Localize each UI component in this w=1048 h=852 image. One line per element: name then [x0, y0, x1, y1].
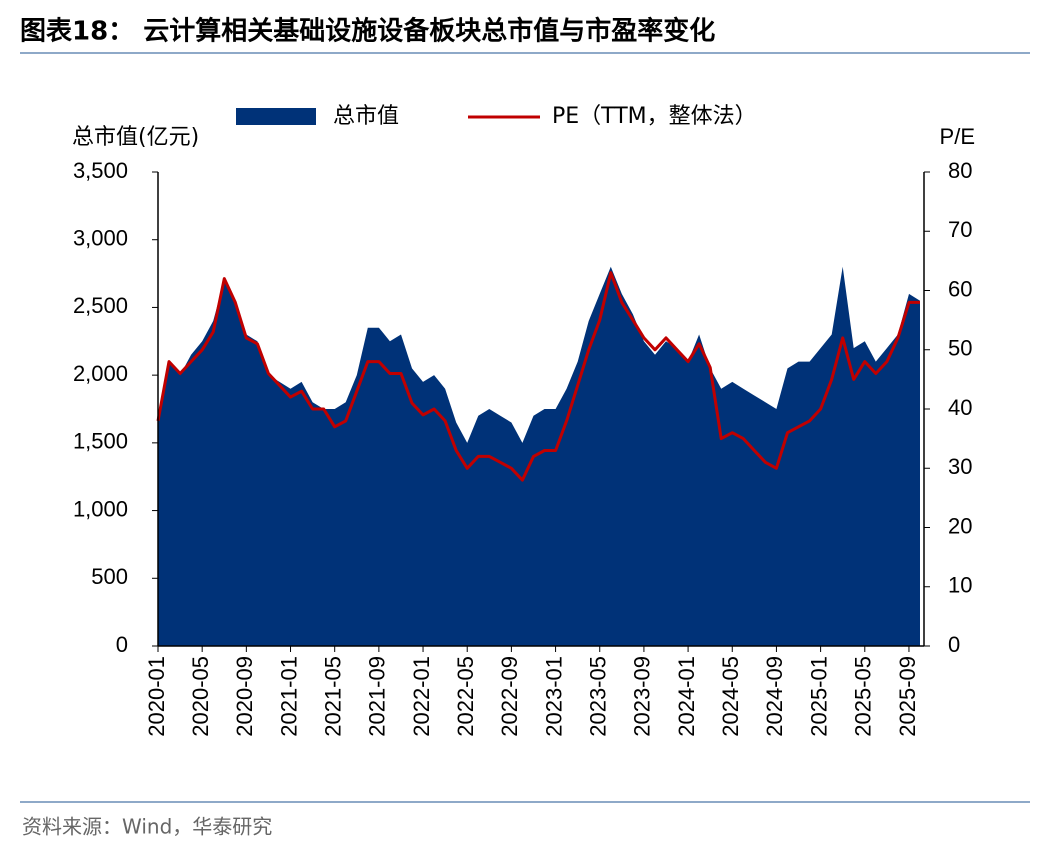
x-tick-label: 2024-01 — [674, 656, 699, 737]
x-tick-label: 2020-01 — [144, 656, 169, 737]
x-tick-label: 2020-09 — [232, 656, 257, 737]
y2-axis-title: P/E — [940, 124, 975, 149]
y2-tick-label: 60 — [948, 276, 972, 301]
x-tick-label: 2025-01 — [806, 656, 831, 737]
chart-title: 图表18： 云计算相关基础设施设备板块总市值与市盈率变化 — [20, 16, 715, 47]
y-axis-title: 总市值(亿元) — [72, 125, 199, 150]
y2-tick-label: 50 — [948, 336, 972, 361]
y2-tick-label: 0 — [948, 632, 960, 657]
x-tick-label: 2021-09 — [365, 656, 390, 737]
x-tick-label: 2021-01 — [276, 656, 301, 737]
x-tick-label: 2023-01 — [541, 656, 566, 737]
y2-tick-label: 40 — [948, 395, 972, 420]
y-tick-label: 500 — [91, 564, 128, 589]
x-tick-label: 2025-05 — [851, 656, 876, 737]
y2-tick-label: 10 — [948, 573, 972, 598]
x-tick-label: 2024-05 — [718, 656, 743, 737]
area — [158, 266, 920, 646]
x-tick-label: 2025-09 — [895, 656, 920, 737]
x-tick-label: 2022-01 — [409, 656, 434, 737]
legend-swatch — [236, 108, 316, 125]
y2-tick-label: 70 — [948, 217, 972, 242]
y2-tick-label: 20 — [948, 513, 972, 538]
legend-label: PE（TTM，整体法） — [552, 104, 757, 129]
y-tick-label: 1,000 — [73, 496, 128, 521]
y-tick-label: 1,500 — [73, 429, 128, 454]
y-tick-label: 2,000 — [73, 361, 128, 386]
y-tick-label: 0 — [116, 632, 128, 657]
x-tick-label: 2024-09 — [762, 656, 787, 737]
y-tick-label: 3,000 — [73, 226, 128, 251]
x-tick-label: 2020-05 — [188, 656, 213, 737]
x-tick-label: 2023-09 — [630, 656, 655, 737]
y2-tick-label: 80 — [948, 158, 972, 183]
x-tick-label: 2021-05 — [321, 656, 346, 737]
legend-label: 总市值 — [333, 104, 399, 129]
x-tick-label: 2023-05 — [586, 656, 611, 737]
source-note: 资料来源：Wind，华泰研究 — [22, 815, 272, 839]
x-tick-label: 2022-09 — [497, 656, 522, 737]
y-tick-label: 2,500 — [73, 293, 128, 318]
y2-tick-label: 30 — [948, 454, 972, 479]
x-tick-label: 2022-05 — [453, 656, 478, 737]
y-tick-label: 3,500 — [73, 158, 128, 183]
line — [156, 271, 920, 482]
